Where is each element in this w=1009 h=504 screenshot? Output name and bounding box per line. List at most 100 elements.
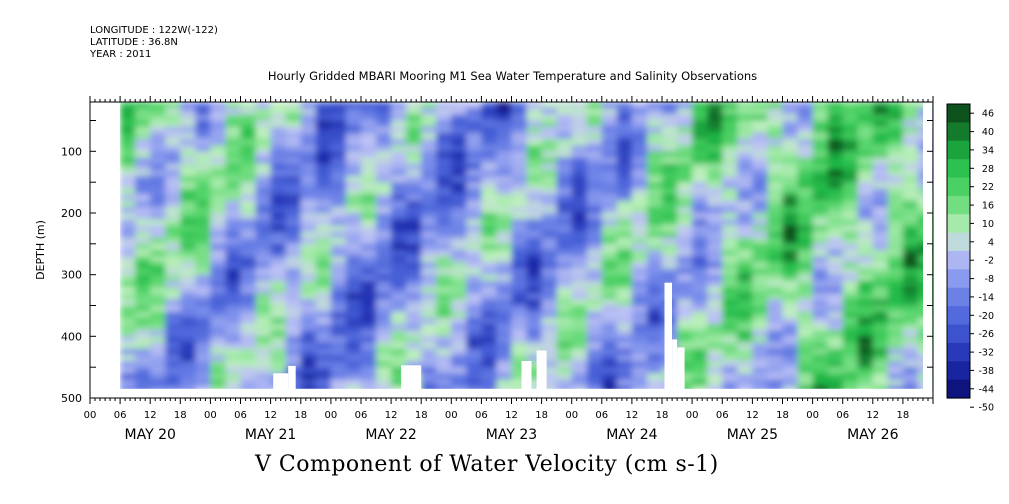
heatmap-cell <box>210 182 227 190</box>
heatmap-cell <box>285 274 302 282</box>
heatmap-cell <box>481 299 498 307</box>
heatmap-cell <box>571 317 588 325</box>
heatmap-cell <box>496 145 513 153</box>
heatmap-cell <box>421 157 438 165</box>
heatmap-cell <box>225 361 242 369</box>
heatmap-cell <box>180 182 197 190</box>
heatmap-cell <box>797 348 814 356</box>
heatmap-cell <box>240 213 257 221</box>
heatmap-cell <box>240 139 257 147</box>
heatmap-cell <box>165 237 182 245</box>
heatmap-cell <box>677 324 694 332</box>
heatmap-cell <box>812 120 829 128</box>
colorbar-tick-label: -32 <box>978 348 994 359</box>
heatmap-cell <box>135 342 152 350</box>
heatmap-cell <box>887 317 904 325</box>
latitude-label: LATITUDE : 36.8N <box>90 37 178 48</box>
heatmap-cell <box>285 139 302 147</box>
heatmap-cell <box>662 120 679 128</box>
x-hour-tick-label: 00 <box>325 410 338 421</box>
heatmap-cell <box>556 108 573 116</box>
heatmap-cell <box>631 188 648 196</box>
heatmap-cell <box>391 367 408 375</box>
heatmap-cell <box>872 151 889 159</box>
heatmap-cell <box>662 126 679 134</box>
heatmap-cell <box>662 163 679 171</box>
heatmap-cell <box>662 231 679 239</box>
heatmap-cell <box>511 354 528 362</box>
colorbar-tick-label: -50 <box>978 403 994 414</box>
heatmap-cell <box>240 200 257 208</box>
heatmap-cell <box>601 219 618 227</box>
heatmap-cell <box>586 120 603 128</box>
heatmap-cell <box>210 145 227 153</box>
heatmap-cell <box>330 169 347 177</box>
heatmap-cell <box>647 126 664 134</box>
heatmap-cell <box>481 256 498 264</box>
heatmap-cell <box>135 200 152 208</box>
heatmap-cell <box>466 169 483 177</box>
heatmap-cell <box>887 342 904 350</box>
heatmap-cell <box>887 280 904 288</box>
heatmap-cell <box>255 268 272 276</box>
heatmap-cell <box>857 182 874 190</box>
heatmap-cell <box>586 305 603 313</box>
heatmap-cell <box>391 293 408 301</box>
heatmap-cell <box>496 157 513 165</box>
heatmap-cell <box>872 200 889 208</box>
heatmap-cell <box>496 379 513 387</box>
heatmap-cell <box>406 188 423 196</box>
heatmap-cell <box>150 176 167 184</box>
heatmap-cell <box>571 330 588 338</box>
heatmap-cell <box>541 102 558 110</box>
heatmap-cell <box>902 213 919 221</box>
heatmap-cell <box>240 324 257 332</box>
heatmap-cell <box>767 108 784 116</box>
heatmap-cell <box>225 324 242 332</box>
heatmap-cell <box>225 194 242 202</box>
heatmap-cell <box>361 280 378 288</box>
heatmap-cell <box>677 262 694 270</box>
heatmap-cell <box>556 274 573 282</box>
heatmap-cell <box>165 324 182 332</box>
heatmap-cell <box>752 299 769 307</box>
heatmap-cell <box>466 206 483 214</box>
heatmap-cell <box>797 287 814 295</box>
heatmap-cell <box>376 188 393 196</box>
heatmap-cell <box>225 169 242 177</box>
heatmap-cell <box>376 120 393 128</box>
heatmap-cell <box>315 324 332 332</box>
heatmap-cell <box>150 163 167 171</box>
heatmap-cell <box>345 354 362 362</box>
heatmap-cell <box>752 139 769 147</box>
heatmap-cell <box>511 373 528 381</box>
heatmap-cell <box>722 348 739 356</box>
heatmap-cell <box>270 250 287 258</box>
heatmap-cell <box>466 317 483 325</box>
heatmap-cell <box>571 213 588 221</box>
heatmap-cell <box>345 157 362 165</box>
heatmap-cell <box>135 176 152 184</box>
heatmap-cell <box>481 114 498 122</box>
heatmap-cell <box>662 102 679 110</box>
heatmap-cell <box>225 200 242 208</box>
heatmap-cell <box>150 219 167 227</box>
heatmap-cell <box>526 194 543 202</box>
heatmap-cell <box>902 317 919 325</box>
heatmap-cell <box>526 157 543 165</box>
heatmap-cell <box>376 330 393 338</box>
heatmap-cell <box>782 213 799 221</box>
heatmap-cell <box>827 250 844 258</box>
heatmap-cell <box>677 336 694 344</box>
heatmap-cell <box>677 237 694 245</box>
heatmap-cell <box>240 287 257 295</box>
heatmap-cell <box>631 114 648 122</box>
x-day-label: MAY 21 <box>245 427 296 443</box>
heatmap-cell <box>300 151 317 159</box>
heatmap-cell <box>541 237 558 245</box>
heatmap-cell <box>511 317 528 325</box>
heatmap-cell <box>135 274 152 282</box>
heatmap-cell <box>616 354 633 362</box>
heatmap-cell <box>752 188 769 196</box>
heatmap-cell <box>812 361 829 369</box>
